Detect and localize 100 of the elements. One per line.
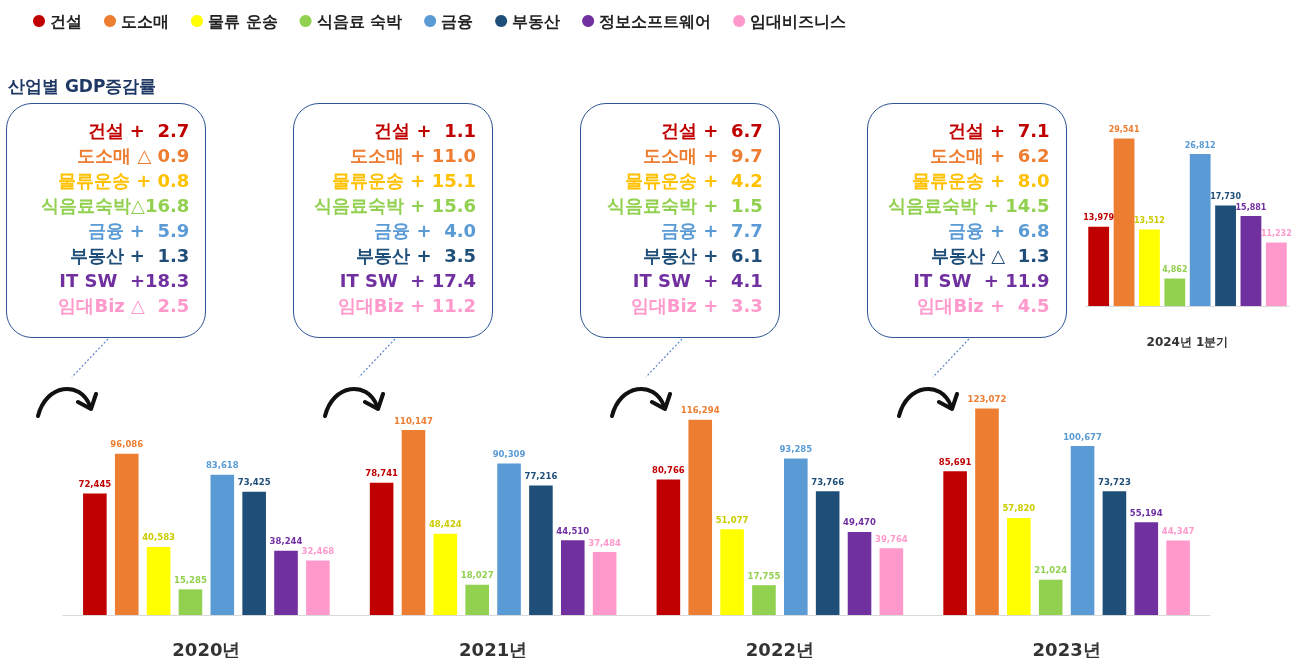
data-label: 72,445 (78, 478, 112, 489)
data-label: 48,424 (428, 519, 462, 530)
bar (369, 482, 394, 615)
legend-label: 부동산 (512, 11, 561, 31)
text: IT SW +18.3 (58, 269, 190, 293)
data-label: 100,677 (1063, 431, 1102, 442)
bar (1102, 491, 1127, 615)
bar (1113, 138, 1135, 307)
bar (83, 493, 107, 615)
text: 건설 + 6.7 (660, 119, 763, 143)
data-label: 13,979 (1083, 213, 1115, 223)
bar (306, 560, 330, 615)
data-label: 39,764 (874, 533, 908, 544)
bar (815, 491, 840, 615)
bar (178, 589, 203, 615)
data-label: 44,510 (556, 525, 590, 536)
data-label: 85,691 (938, 456, 972, 467)
data-label: 21,024 (1034, 565, 1068, 576)
text: 물류운송 + 4.2 (624, 169, 763, 193)
text: 건설 + 1.1 (373, 119, 477, 143)
text: 물류운송 + 0.8 (56, 169, 190, 193)
bar (274, 550, 298, 615)
data-label: 4,862 (1162, 265, 1188, 275)
legend-label: 식음료 숙박 (316, 11, 403, 31)
bar (497, 463, 521, 615)
text: 부동산 + 1.3 (68, 244, 190, 268)
legend-label: 건설 (50, 11, 82, 31)
data-label: 96,086 (110, 439, 144, 450)
data-label: 44,347 (1161, 526, 1195, 537)
data-label: 80,766 (651, 464, 685, 475)
bar (592, 552, 617, 615)
text: 식음료숙박△16.8 (40, 194, 190, 218)
bar (720, 529, 744, 615)
text: 식음료숙박 + 14.5 (886, 194, 1050, 218)
legend-label: 임대비즈니스 (750, 11, 847, 31)
bar (1189, 154, 1211, 307)
text: 도소매 + 11.0 (349, 144, 477, 168)
data-label: 17,755 (747, 570, 781, 581)
data-label: 73,723 (1098, 476, 1131, 487)
bar (847, 531, 872, 615)
bar (784, 458, 808, 615)
text: 식음료숙박 + 15.6 (313, 194, 477, 218)
legend-label: 정보소프트웨어 (599, 11, 712, 31)
data-label: 32,468 (301, 546, 335, 556)
text: 부동산 + 3.5 (355, 244, 477, 268)
data-label: 26,812 (1184, 140, 1216, 150)
text: 금융 + 5.9 (86, 219, 190, 243)
bar (688, 419, 713, 615)
text: 물류운송 + 15.1 (331, 169, 477, 193)
data-label: 15,285 (174, 574, 207, 585)
data-label: 38,244 (269, 536, 303, 547)
text: 산업별 GDP증감률 (8, 75, 157, 98)
text: 임대Biz + 11.2 (336, 294, 477, 318)
text: 임대Biz + 3.3 (629, 294, 763, 318)
bar (1088, 226, 1110, 307)
bar (146, 546, 171, 615)
data-label: 83,618 (205, 460, 239, 471)
text: 건설 + 2.7 (86, 119, 190, 143)
data-label: 11,232 (1260, 228, 1292, 238)
text: 부동산 + 6.1 (642, 244, 763, 268)
text: IT SW + 11.9 (912, 269, 1050, 293)
bar (1164, 278, 1186, 307)
data-label: 73,766 (811, 476, 845, 487)
bar (1215, 205, 1236, 307)
x-tick-label: 2023년 (1032, 638, 1101, 660)
bar (1265, 242, 1287, 307)
text: 도소매 △ 0.9 (76, 144, 190, 168)
data-label: 110,147 (394, 415, 433, 426)
data-label: 29,541 (1108, 125, 1140, 135)
bar (114, 453, 139, 615)
bar (1134, 522, 1159, 615)
data-label: 116,294 (680, 405, 720, 416)
x-tick-label: 2020년 (172, 638, 241, 660)
bar (465, 584, 489, 615)
bar (210, 474, 235, 615)
data-label: 18,027 (460, 570, 494, 581)
data-label: 40,583 (142, 532, 176, 543)
legend-label: 도소매 (121, 11, 169, 31)
bar (433, 533, 458, 615)
data-label: 13,512 (1134, 215, 1165, 225)
text: 금융 + 4.0 (373, 219, 477, 243)
text: 물류운송 + 8.0 (910, 169, 1050, 193)
bar (1166, 540, 1190, 615)
text: 도소매 + 6.2 (928, 144, 1050, 168)
data-label: 77,216 (524, 470, 558, 481)
bar (656, 479, 681, 615)
bar (1139, 229, 1160, 307)
bar (560, 540, 585, 615)
x-tick-label: 2022년 (745, 638, 814, 660)
x-tick-label: 2021년 (459, 638, 528, 660)
data-label: 17,730 (1210, 192, 1242, 202)
legend-label: 물류 운송 (208, 11, 278, 31)
data-label: 57,820 (1002, 503, 1036, 514)
text: 금융 + 7.7 (660, 219, 763, 243)
bar (1070, 446, 1095, 615)
data-label: 37,484 (588, 537, 622, 548)
legend-label: 금융 (441, 11, 474, 31)
text: 금융 + 6.8 (946, 219, 1050, 243)
bar (1038, 579, 1063, 615)
bar (943, 471, 967, 615)
